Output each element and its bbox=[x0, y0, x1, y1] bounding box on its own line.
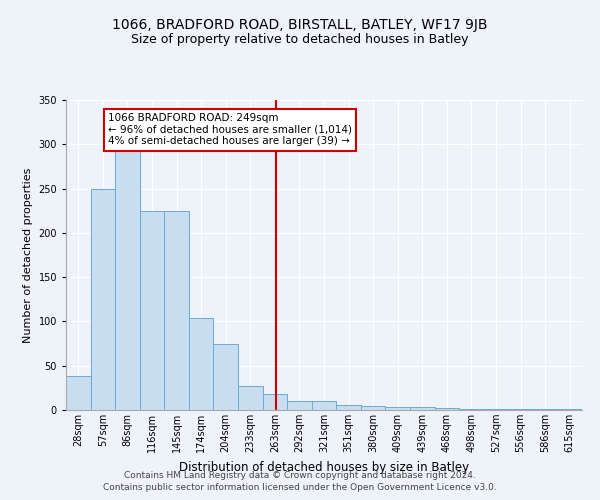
Bar bbox=[238, 386, 263, 410]
Bar bbox=[164, 210, 189, 410]
Bar bbox=[410, 408, 434, 410]
Text: Contains HM Land Registry data © Crown copyright and database right 2024.
Contai: Contains HM Land Registry data © Crown c… bbox=[103, 471, 497, 492]
Bar bbox=[385, 408, 410, 410]
Bar bbox=[263, 394, 287, 410]
Bar bbox=[508, 409, 533, 410]
Bar bbox=[140, 210, 164, 410]
Bar bbox=[557, 409, 582, 410]
Bar bbox=[189, 318, 214, 410]
Bar bbox=[434, 408, 459, 410]
Bar bbox=[312, 401, 336, 410]
Bar bbox=[287, 401, 312, 410]
Bar bbox=[361, 406, 385, 410]
Bar bbox=[459, 409, 484, 410]
Bar bbox=[533, 409, 557, 410]
Bar bbox=[484, 409, 508, 410]
Bar bbox=[115, 152, 140, 410]
Text: 1066, BRADFORD ROAD, BIRSTALL, BATLEY, WF17 9JB: 1066, BRADFORD ROAD, BIRSTALL, BATLEY, W… bbox=[112, 18, 488, 32]
X-axis label: Distribution of detached houses by size in Batley: Distribution of detached houses by size … bbox=[179, 460, 469, 473]
Bar bbox=[66, 376, 91, 410]
Bar bbox=[336, 404, 361, 410]
Text: 1066 BRADFORD ROAD: 249sqm
← 96% of detached houses are smaller (1,014)
4% of se: 1066 BRADFORD ROAD: 249sqm ← 96% of deta… bbox=[108, 114, 352, 146]
Y-axis label: Number of detached properties: Number of detached properties bbox=[23, 168, 33, 342]
Bar bbox=[214, 344, 238, 410]
Text: Size of property relative to detached houses in Batley: Size of property relative to detached ho… bbox=[131, 32, 469, 46]
Bar bbox=[91, 190, 115, 410]
